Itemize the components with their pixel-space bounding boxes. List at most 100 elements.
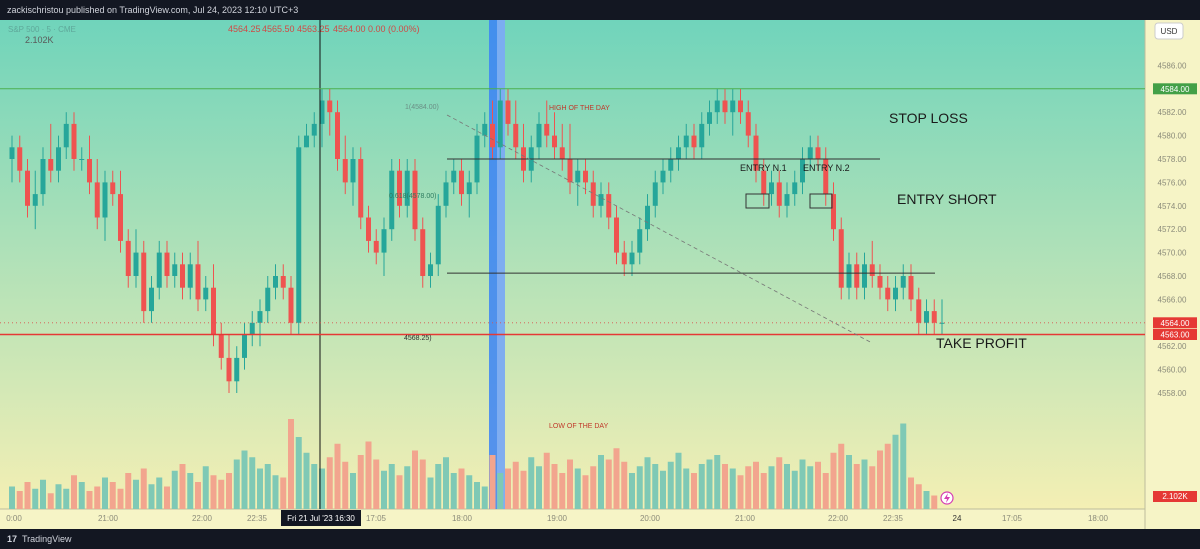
volume-bar bbox=[187, 473, 194, 509]
volume-bar bbox=[435, 464, 442, 509]
volume-bar bbox=[745, 466, 752, 509]
volume-bar bbox=[613, 448, 620, 509]
candle-body bbox=[459, 170, 464, 195]
volume-bar bbox=[582, 475, 589, 509]
volume-bar bbox=[815, 461, 821, 509]
candle-body bbox=[823, 159, 829, 195]
candle-body bbox=[420, 229, 426, 276]
volume-bar bbox=[241, 450, 248, 509]
candle-body bbox=[249, 322, 255, 335]
volume-bar bbox=[466, 475, 473, 509]
candle-body bbox=[17, 147, 23, 171]
time-tick-label: 17:05 bbox=[366, 514, 387, 523]
volume-bar bbox=[164, 486, 170, 509]
legend-change: 0.00 (0.00%) bbox=[368, 24, 420, 34]
price-axis-ticks: 4586.00 4584.00 4582.00 4580.00 4578.00 4576.… bbox=[1158, 61, 1187, 398]
candle-body bbox=[629, 252, 635, 265]
current-price-badge: 4564.00 bbox=[1153, 317, 1197, 329]
time-axis-ticks: 0:00 21:00 22:00 22:35 17:05 18:00 19:00 20:00 2… bbox=[6, 514, 1108, 523]
fib-trendline bbox=[446, 114, 873, 344]
currency-button[interactable] bbox=[1154, 22, 1184, 40]
fib-0-label: 4568.25) bbox=[404, 335, 432, 342]
volume-bar bbox=[698, 464, 705, 509]
entry-2-label: ENTRY N.2 bbox=[803, 163, 850, 173]
candle-body bbox=[172, 264, 178, 276]
stop-loss-label: STOP LOSS bbox=[889, 110, 968, 126]
candle-body bbox=[730, 100, 736, 113]
candle-body bbox=[428, 264, 433, 276]
candle-body bbox=[141, 252, 147, 312]
candle-body bbox=[590, 182, 596, 206]
volume-bar bbox=[691, 473, 697, 509]
time-tick-label: 0:00 bbox=[6, 514, 22, 523]
volume-bar bbox=[644, 457, 651, 509]
candle-body bbox=[102, 182, 108, 218]
volume-bar bbox=[295, 437, 302, 509]
volume-bar bbox=[264, 464, 271, 509]
volume-bar bbox=[892, 434, 899, 509]
chart-background bbox=[0, 20, 1145, 509]
svg-text:Fri 21 Jul '23 16:30: Fri 21 Jul '23 16:30 bbox=[287, 514, 355, 523]
volume-bar bbox=[140, 468, 147, 509]
volume-bar bbox=[652, 464, 659, 509]
candle-body bbox=[722, 100, 728, 113]
candle-body bbox=[931, 311, 937, 323]
price-tick-label: 4562.00 bbox=[1158, 342, 1187, 351]
candle-body bbox=[490, 123, 495, 148]
volume-bar bbox=[210, 475, 217, 509]
svg-text:2.102K: 2.102K bbox=[1162, 492, 1188, 501]
entry-1-label: ENTRY N.1 bbox=[740, 163, 787, 173]
volume-bar bbox=[373, 459, 380, 509]
candle-body bbox=[800, 159, 805, 183]
volume-bar bbox=[667, 461, 674, 509]
volume-bar bbox=[884, 443, 891, 509]
lightning-icon[interactable] bbox=[940, 491, 954, 505]
candle-body bbox=[583, 170, 588, 183]
highlight-band-light bbox=[497, 20, 505, 509]
candle-body bbox=[412, 170, 418, 230]
volume-bar bbox=[443, 457, 449, 509]
candle-body bbox=[676, 147, 681, 159]
tradingview-logo-icon: 17 bbox=[7, 534, 18, 544]
legend-close: 4564.00 bbox=[333, 24, 366, 34]
candle-body bbox=[335, 112, 340, 159]
candle-body bbox=[606, 194, 612, 218]
entry-short-label: ENTRY SHORT bbox=[897, 191, 997, 207]
candle-body bbox=[893, 287, 898, 300]
volume-bar bbox=[334, 443, 341, 509]
time-tick-label: 18:00 bbox=[452, 514, 473, 523]
chart-area[interactable]: S&P 500 · 5 · CME 4564.25 4565.50 4563.2… bbox=[0, 20, 1200, 529]
candle-body bbox=[273, 276, 278, 288]
time-tick-label: 21:00 bbox=[735, 514, 756, 523]
volume-bar bbox=[729, 468, 736, 509]
candle-body bbox=[443, 182, 449, 206]
volume-bar bbox=[365, 441, 372, 509]
volume-bar bbox=[861, 459, 868, 509]
crosshair-time-label: Fri 21 Jul '23 16:30 bbox=[281, 510, 361, 526]
candle-body bbox=[544, 123, 550, 136]
candle-body bbox=[567, 159, 573, 183]
volume-bar bbox=[319, 468, 325, 509]
time-tick-label: 22:00 bbox=[828, 514, 849, 523]
candle-body bbox=[342, 159, 348, 183]
volume-bar bbox=[102, 477, 108, 509]
volume-badge: 2.102K bbox=[1153, 491, 1197, 502]
volume-bar bbox=[86, 491, 93, 509]
volume-bar bbox=[497, 473, 504, 509]
volume-bar bbox=[722, 464, 728, 509]
candle-body bbox=[327, 100, 333, 113]
volume-bar bbox=[567, 459, 573, 509]
volume-bar bbox=[520, 470, 527, 509]
candle-body bbox=[877, 276, 883, 288]
candle-body bbox=[40, 159, 46, 195]
volume-bar bbox=[590, 466, 597, 509]
volume-bar bbox=[543, 452, 550, 509]
candle-body bbox=[846, 264, 852, 288]
volume-bar bbox=[877, 450, 883, 509]
volume-bar bbox=[148, 484, 155, 509]
candle-body bbox=[195, 264, 201, 300]
volume-bar bbox=[427, 477, 434, 509]
candle-body bbox=[133, 252, 139, 276]
volume-bar bbox=[458, 468, 465, 509]
candle-body bbox=[280, 276, 286, 288]
